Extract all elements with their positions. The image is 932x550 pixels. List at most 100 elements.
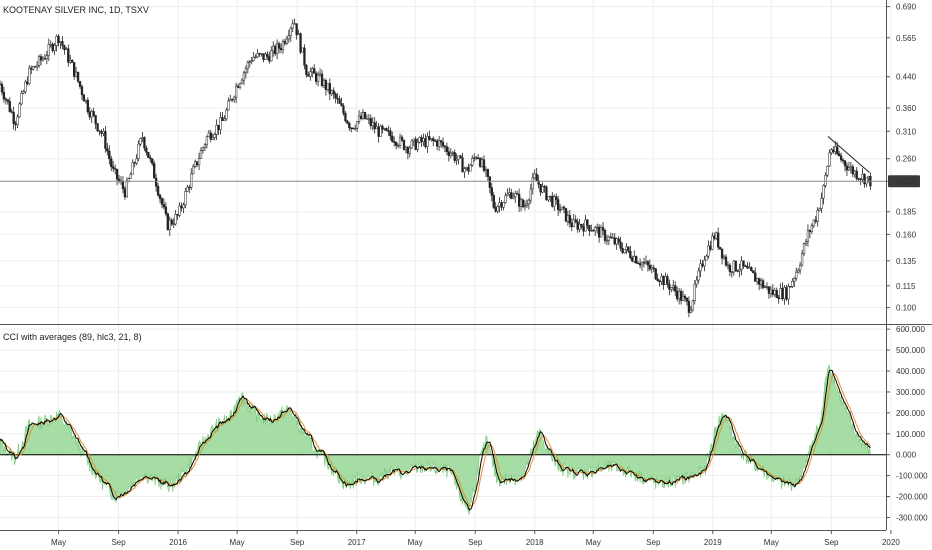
cci-area	[0, 363, 871, 515]
candle-body	[740, 260, 743, 270]
candle-body	[734, 260, 737, 271]
candle-body	[32, 66, 35, 70]
candle-body	[291, 23, 294, 29]
candle-body	[195, 161, 199, 166]
candle-body	[847, 167, 851, 171]
candle-body	[342, 105, 345, 114]
candle-body	[660, 276, 663, 282]
candle-body	[607, 236, 611, 241]
candle-body	[691, 300, 694, 311]
candle-body	[178, 205, 181, 216]
price-pane-grid	[0, 6, 886, 309]
candle-body	[566, 215, 570, 222]
candle-body	[246, 62, 249, 69]
candle-body	[47, 44, 50, 56]
candle-body	[135, 158, 138, 164]
candle-body	[225, 109, 228, 120]
candle-body	[558, 209, 562, 211]
candle-body	[523, 205, 527, 208]
time-tick-label: May	[230, 538, 245, 547]
time-axis[interactable]: May Sep 2016 May Sep 2017 May Sep 2018 May Sep 2019…	[51, 530, 900, 547]
candle-body	[867, 176, 870, 179]
candle-body	[279, 47, 283, 51]
chart-title: KOOTENAY SILVER INC, 1D, TSXV	[3, 5, 149, 15]
candle-body	[506, 193, 509, 196]
candle-body	[104, 131, 107, 149]
price-tick-label: 0.135	[896, 257, 917, 266]
cci-tick-label: 0.000	[896, 451, 917, 460]
candle-body	[297, 33, 300, 36]
candle-body	[223, 118, 226, 121]
candle-body	[638, 263, 642, 266]
candle-body	[810, 225, 813, 232]
candle-body	[8, 101, 11, 112]
candle-body	[188, 186, 191, 189]
candle-body	[818, 208, 821, 211]
candle-body	[209, 132, 212, 140]
candle-body	[574, 219, 577, 223]
candle-body	[92, 111, 95, 116]
candle-body	[90, 111, 93, 118]
candle-body	[20, 92, 23, 105]
candle-body	[679, 291, 683, 301]
candle-body	[492, 195, 495, 208]
candle-body	[340, 103, 343, 107]
candle-body	[826, 165, 829, 176]
candle-body	[63, 45, 66, 50]
candle-body	[697, 270, 700, 281]
candle-body	[816, 210, 819, 222]
candle-body	[393, 141, 396, 143]
candle-body	[580, 224, 583, 227]
candle-body	[437, 140, 441, 147]
candle-body	[375, 126, 378, 130]
candle-body	[143, 137, 146, 149]
candle-body	[160, 198, 164, 205]
candle-body	[67, 48, 70, 63]
candle-body	[145, 147, 148, 153]
candle-body	[88, 111, 91, 118]
candle-body	[133, 162, 136, 164]
candle-body	[820, 197, 823, 209]
time-tick-label: May	[408, 538, 423, 547]
candle-body	[685, 297, 689, 302]
candle-body	[422, 138, 425, 142]
candle-body	[757, 278, 761, 285]
vertical-grid	[58, 0, 892, 530]
candle-body	[730, 271, 733, 273]
candle-body	[166, 213, 169, 230]
candle-body	[738, 269, 741, 272]
time-tick-label: 2020	[882, 538, 900, 547]
candle-body	[441, 142, 445, 147]
candle-body	[576, 221, 579, 230]
candle-body	[0, 83, 2, 86]
cci-average-fast-line	[0, 369, 871, 511]
cci-axis[interactable]: 600.000 500.000 400.000 300.000 200.000 100.0…	[886, 325, 928, 522]
candle-body	[395, 142, 398, 146]
candle-body	[806, 230, 810, 242]
candle-body	[539, 184, 542, 193]
candle-body	[843, 160, 847, 167]
cci-tick-label: -300.000	[896, 513, 928, 522]
candle-body	[529, 188, 532, 201]
candle-body	[555, 196, 558, 200]
price-tick-label: 0.185	[896, 208, 917, 217]
trendline[interactable]	[827, 136, 870, 173]
candle-body	[389, 130, 392, 137]
candle-body	[683, 295, 687, 299]
candle-body	[744, 265, 747, 267]
candle-body	[69, 60, 72, 63]
candle-body	[516, 193, 519, 195]
price-tick-label: 0.310	[896, 127, 917, 136]
candle-body	[521, 199, 525, 208]
candle-body	[777, 297, 780, 299]
candle-body	[681, 295, 685, 301]
candle-body	[59, 41, 62, 43]
cci-tick-label: 600.000	[896, 325, 925, 334]
candle-body	[424, 138, 427, 148]
candle-body	[484, 169, 488, 171]
candle-body	[861, 173, 864, 180]
candle-body	[853, 170, 856, 175]
price-axis[interactable]: 0.690 0.565 0.440 0.360 0.310 0.260 0.185 0.160…	[886, 3, 917, 313]
candle-body	[432, 138, 435, 141]
candle-body	[439, 140, 443, 143]
